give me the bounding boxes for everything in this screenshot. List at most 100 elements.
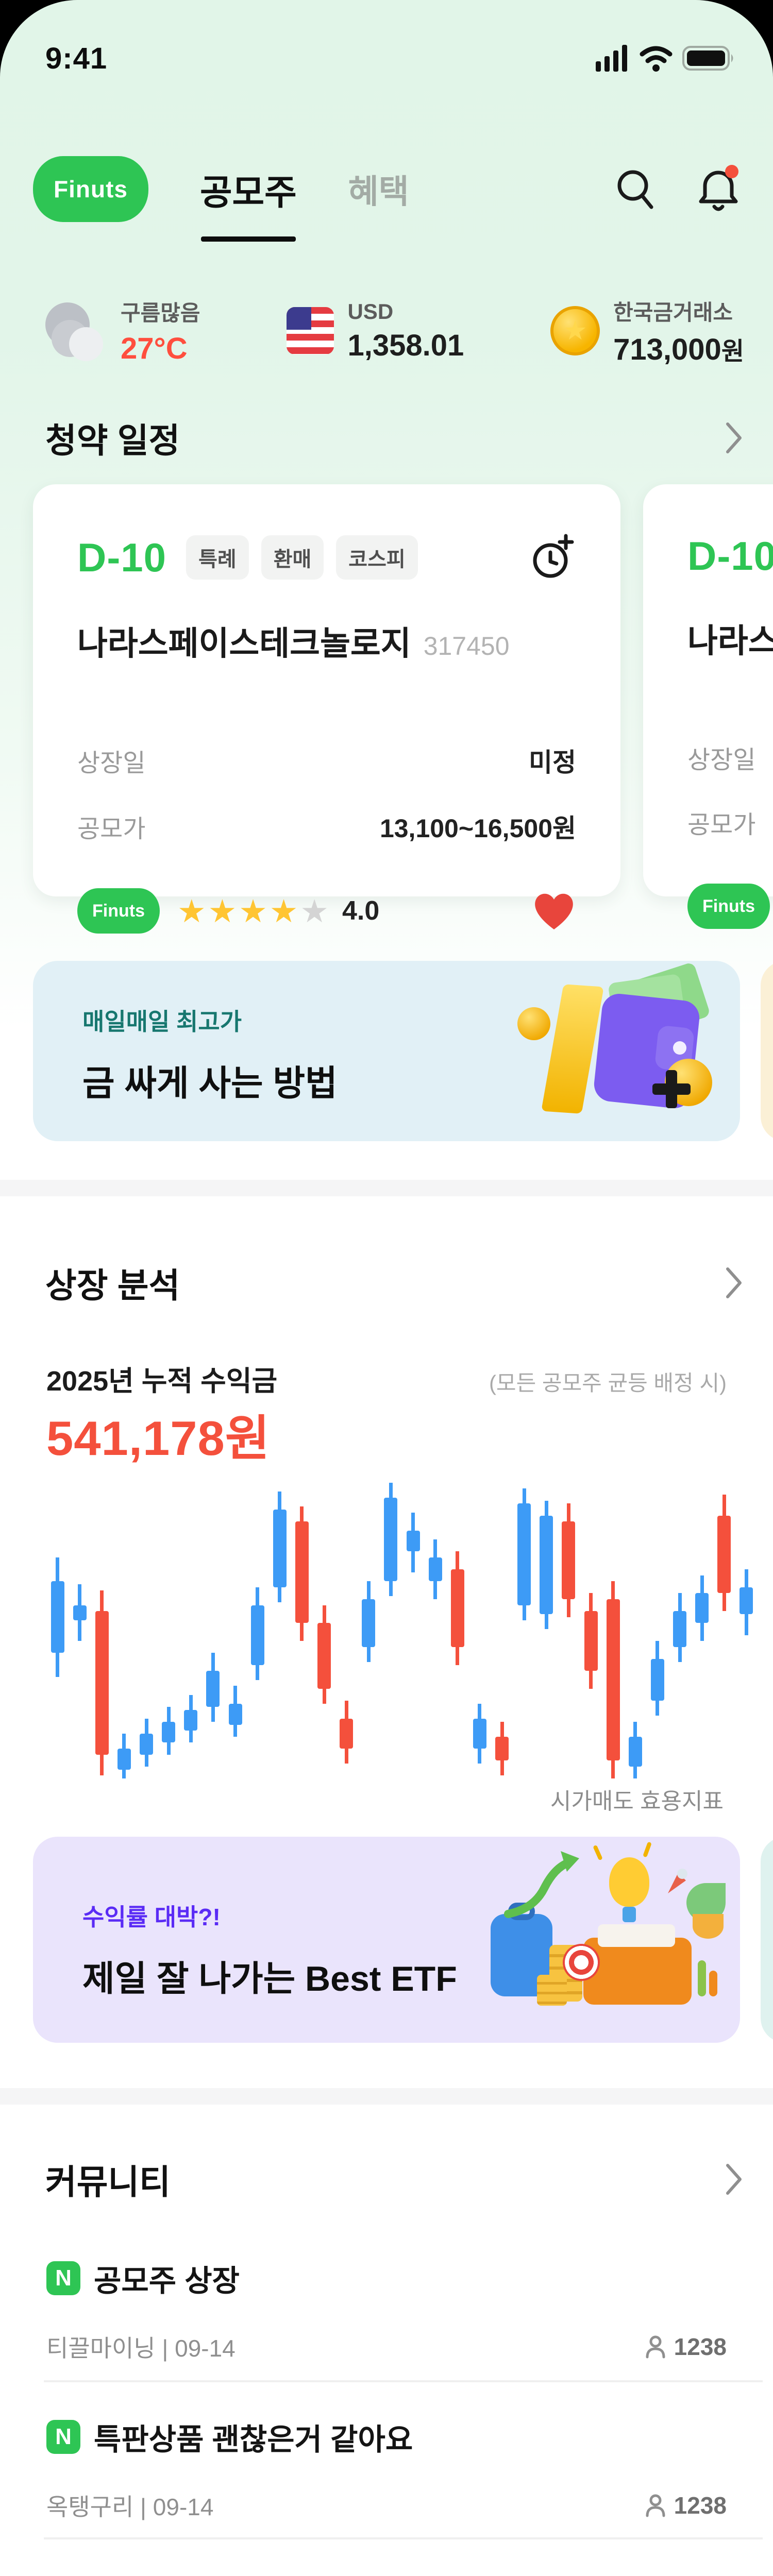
candle-body: [250, 1605, 264, 1665]
candlestick-chart: [46, 1480, 758, 1778]
badge-special: 특례: [186, 535, 249, 580]
candle-body: [140, 1734, 154, 1755]
section-divider-strip: [0, 2088, 773, 2105]
status-time: 9:41: [45, 41, 108, 75]
etf-promo-banner[interactable]: 수익률 대박?! 제일 잘 나가는 Best ETF: [33, 1837, 740, 2043]
next-banner-peek[interactable]: [761, 961, 773, 1141]
ipo-schedule-header: 청약 일정: [45, 413, 744, 463]
listing-date-value: 미정: [529, 748, 576, 777]
candle-body: [206, 1671, 220, 1707]
gold-wallet-illustration: [503, 961, 719, 1141]
wifi-icon: [639, 44, 673, 73]
ipo-card-next[interactable]: D-10 특례 나라스페이스테크놀로지 상장일 공모가 Finuts ★★★★★: [643, 484, 773, 929]
chart-caption: 시가매도 효용지표: [550, 1789, 724, 1814]
candle-body: [740, 1587, 753, 1614]
candle-body: [428, 1557, 442, 1582]
app-header: Finuts 공모주 혜택: [33, 150, 740, 242]
star-icon: ★: [300, 893, 331, 929]
star-icon: ★: [239, 893, 270, 929]
company-name: 나라스페이스테크놀로지: [77, 625, 411, 662]
list-divider: [44, 2380, 763, 2382]
candle-body: [117, 1749, 131, 1770]
profit-subtitle: 2025년 누적 수익금: [46, 1366, 278, 1397]
finuts-mini-logo: Finuts: [687, 884, 770, 929]
ipo-card[interactable]: D-10 특례 환매 코스피 나라스페이스테크놀로지 317450 상장일 미정…: [33, 484, 620, 934]
post-views: 1238: [644, 2492, 727, 2519]
weather-temp: 27°C: [121, 332, 188, 365]
rating-stars: ★★★★★: [177, 892, 331, 930]
status-bar: 9:41: [0, 30, 773, 87]
etf-banner-row: 수익률 대박?! 제일 잘 나가는 Best ETF: [33, 1837, 773, 2043]
company-name: 나라스페이스테크놀로지: [687, 622, 773, 659]
favorite-heart-icon[interactable]: [532, 890, 576, 931]
weather-label: 구름많음: [121, 301, 200, 325]
candle-body: [517, 1503, 531, 1605]
tab-benefits[interactable]: 혜택: [348, 173, 409, 210]
us-flag-icon: [287, 307, 334, 354]
notification-bell-icon[interactable]: [697, 164, 740, 214]
usd-ticker[interactable]: USD 1,358.01: [287, 284, 464, 377]
community-title: 커뮤니티: [45, 2163, 171, 2201]
stock-code: 317450: [423, 632, 510, 660]
add-alarm-icon[interactable]: [530, 533, 576, 582]
weather-ticker[interactable]: 구름많음 27°C: [45, 284, 200, 377]
community-post[interactable]: N 오랜만에 청약 나왔네요! 바로 | 09-14 1238: [46, 2572, 727, 2576]
gold-ticker[interactable]: ★ 한국금거래소 713,000원: [550, 284, 744, 377]
cloud-icon: [45, 297, 107, 364]
dday-badge: D-10: [687, 533, 773, 579]
candle-body: [273, 1510, 287, 1587]
gold-price: 713,000원: [613, 332, 744, 366]
post-title: 오랜만에 청약 나왔네요!: [94, 2572, 395, 2576]
tab-ipo[interactable]: 공모주: [200, 164, 297, 242]
candle-body: [650, 1659, 664, 1701]
chevron-right-icon[interactable]: [724, 420, 744, 456]
new-post-icon: N: [46, 2420, 80, 2454]
candle-body: [584, 1611, 598, 1671]
signal-icon: [596, 44, 630, 73]
candle-body: [406, 1530, 420, 1552]
offer-price-value: 13,100~16,500원: [379, 814, 576, 843]
etf-banner-eyebrow: 수익률 대박?!: [82, 1904, 221, 1930]
usd-rate: 1,358.01: [347, 328, 464, 362]
profit-amount: 541,178원: [46, 1411, 271, 1465]
chevron-right-icon[interactable]: [724, 1265, 744, 1301]
candle-body: [184, 1709, 198, 1731]
next-banner-peek[interactable]: [761, 1837, 773, 2043]
candle-body: [384, 1497, 398, 1582]
search-icon[interactable]: [614, 166, 658, 212]
candle-body: [362, 1599, 376, 1647]
post-title: 공모주 상장: [94, 2264, 240, 2298]
community-post[interactable]: N 특판상품 괜찮은거 같아요 옥탱구리 | 09-14 1238: [46, 2415, 727, 2522]
gold-coin-icon: ★: [550, 306, 600, 355]
candle-body: [695, 1593, 709, 1623]
candle-body: [540, 1515, 553, 1614]
rating-value: 4.0: [342, 896, 380, 926]
listing-analysis-title: 상장 분석: [45, 1266, 180, 1304]
badge-buyback: 환매: [261, 535, 324, 580]
star-icon: ★: [177, 893, 208, 929]
candle-body: [228, 1704, 242, 1725]
candle-body: [450, 1569, 464, 1647]
status-icons: [596, 44, 736, 73]
new-post-icon: N: [46, 2261, 80, 2295]
candle-body: [495, 1736, 509, 1761]
battery-icon: [682, 44, 736, 73]
market-ticker: 구름많음 27°C USD 1,358.01 ★ 한국금거래소 713,000원: [45, 284, 744, 377]
gold-promo-banner[interactable]: 매일매일 최고가 금 싸게 사는 방법: [33, 961, 740, 1141]
post-title: 특판상품 괜찮은거 같아요: [94, 2423, 413, 2456]
candle-body: [473, 1719, 486, 1749]
listing-analysis-header: 상장 분석: [45, 1258, 744, 1308]
candle-body: [673, 1611, 687, 1647]
listing-date-label: 상장일: [77, 750, 146, 777]
candle-body: [717, 1515, 731, 1594]
chevron-right-icon[interactable]: [724, 2161, 744, 2197]
gold-banner-row: 매일매일 최고가 금 싸게 사는 방법: [33, 961, 773, 1141]
candle-body: [162, 1721, 176, 1743]
community-post[interactable]: N 공모주 상장 티끌마이닝 | 09-14 1238: [46, 2257, 727, 2364]
candle-body: [628, 1736, 642, 1767]
candle-body: [295, 1521, 309, 1623]
finuts-logo[interactable]: Finuts: [33, 156, 148, 222]
finuts-mini-logo: Finuts: [77, 888, 160, 934]
etf-banner-title: 제일 잘 나가는 Best ETF: [82, 1959, 457, 1998]
